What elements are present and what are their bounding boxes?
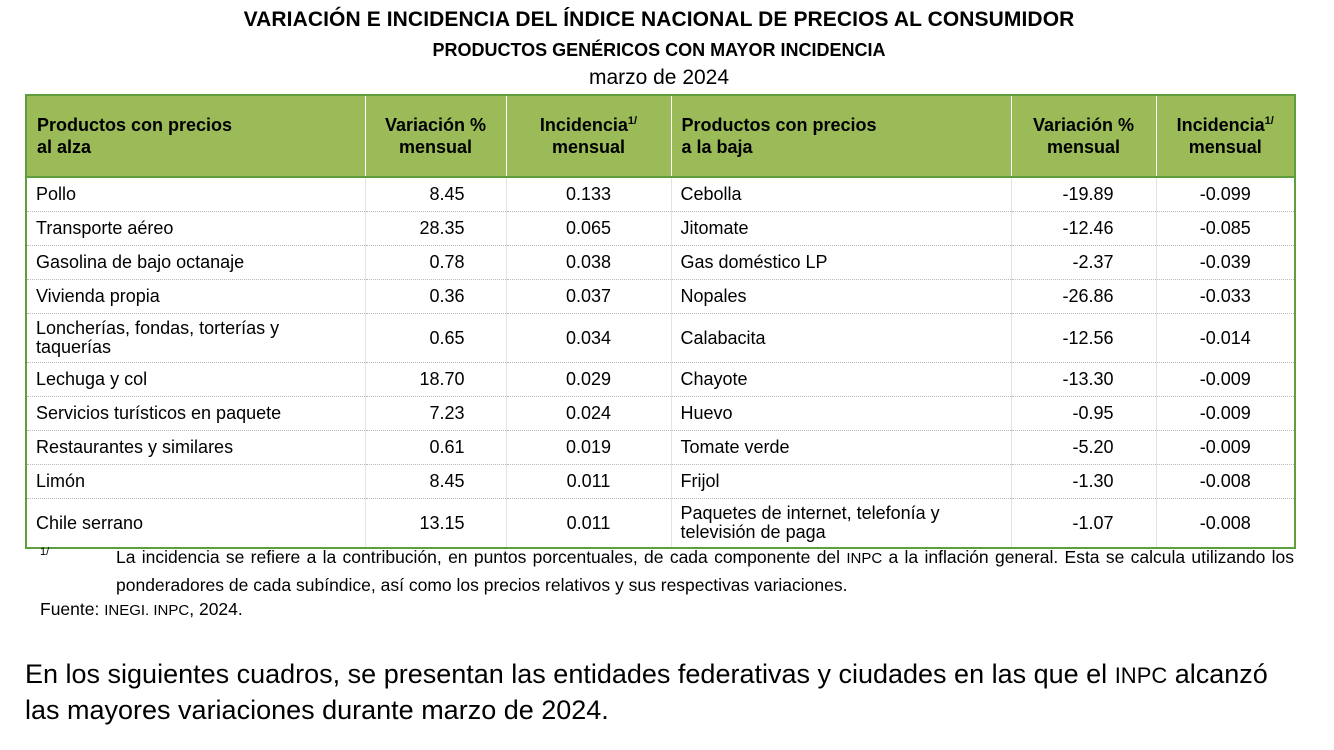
- down-variation-cell: -0.95: [1010, 396, 1156, 431]
- down-product-cell: Chayote: [670, 362, 1011, 397]
- table-row: Limón 8.45 0.011 Frijol -1.30 -0.008: [26, 464, 1295, 499]
- down-variation-cell: -12.56: [1010, 313, 1156, 363]
- up-variation-cell: 18.70: [364, 362, 506, 397]
- down-product-cell: Cebolla: [670, 177, 1011, 212]
- up-product-cell: Limón: [26, 464, 365, 499]
- table-row: Chile serrano 13.15 0.011 Paquetes de in…: [26, 498, 1295, 548]
- up-product-cell: Chile serrano: [36, 512, 144, 533]
- up-incidence-cell: 0.029: [505, 362, 671, 397]
- col-header-up-incidence: Incidencia1/mensual: [505, 95, 672, 178]
- up-incidence-cell: 0.011: [505, 464, 671, 499]
- up-variation-cell: 0.36: [364, 279, 506, 314]
- down-variation-cell: -1.30: [1010, 464, 1156, 499]
- up-product-cell: Pollo: [26, 177, 365, 212]
- up-variation-cell: 0.65: [364, 313, 506, 363]
- down-incidence-cell: -0.008: [1155, 464, 1295, 499]
- table-row: Loncherías, fondas, torterías y taquería…: [26, 313, 1295, 363]
- down-variation-cell: -1.07: [1010, 498, 1156, 548]
- up-incidence-cell: 0.034: [505, 313, 671, 363]
- report-subtitle: PRODUCTOS GENÉRICOS CON MAYOR INCIDENCIA: [432, 40, 886, 60]
- footnote-mark: 1/: [40, 546, 50, 558]
- col-header-down-variation: Variación % mensual: [1010, 95, 1157, 178]
- col-header-down-product: Productos con precios a la baja: [670, 95, 1012, 178]
- source-line: Fuente: INEGI. INPC, 2024.: [40, 599, 243, 619]
- down-incidence-cell: -0.014: [1155, 313, 1295, 363]
- up-incidence-cell: 0.019: [505, 430, 671, 465]
- down-incidence-cell: -0.009: [1155, 430, 1295, 465]
- down-variation-cell: -19.89: [1010, 177, 1156, 212]
- down-variation-cell: -26.86: [1010, 279, 1156, 314]
- up-variation-cell: 0.78: [364, 245, 506, 280]
- down-product-cell: Gas doméstico LP: [670, 245, 1011, 280]
- down-variation-cell: -13.30: [1010, 362, 1156, 397]
- table-row: Transporte aéreo 28.35 0.065 Jitomate -1…: [26, 211, 1295, 246]
- incidence-table: Productos con precios al alza Variación %…: [25, 94, 1296, 549]
- down-variation-cell: -12.46: [1010, 211, 1156, 246]
- down-incidence-cell: -0.099: [1155, 177, 1295, 212]
- table-row: Pollo 8.45 0.133 Cebolla -19.89 -0.099: [26, 177, 1295, 212]
- report-period: marzo de 2024: [588, 66, 730, 89]
- up-incidence-cell: 0.065: [505, 211, 671, 246]
- up-product-cell: Loncherías, fondas, torterías y taquería…: [26, 313, 365, 363]
- up-incidence-cell: 0.024: [505, 396, 671, 431]
- up-incidence-cell: 0.038: [505, 245, 671, 280]
- up-product-cell: Servicios turísticos en paquete: [26, 396, 365, 431]
- up-product-cell: Restaurantes y similares: [26, 430, 365, 465]
- down-product-cell: Calabacita: [670, 313, 1011, 363]
- body-paragraph: En los siguientes cuadros, se presentan …: [25, 659, 1268, 725]
- up-product-cell: Lechuga y col: [26, 362, 365, 397]
- up-product-cell: Vivienda propia: [26, 279, 365, 314]
- down-product-cell: Nopales: [670, 279, 1011, 314]
- up-variation-cell: 0.61: [364, 430, 506, 465]
- up-variation-cell: 13.15: [364, 498, 506, 548]
- table-header: Productos con precios al alza Variación %…: [26, 95, 1295, 178]
- up-variation-cell: 7.23: [364, 396, 506, 431]
- table-row: Vivienda propia 0.36 0.037 Nopales -26.8…: [26, 279, 1295, 314]
- footnote-text: La incidencia se refiere a la contribuci…: [116, 547, 1295, 595]
- down-product-cell: Huevo: [670, 396, 1011, 431]
- down-product-cell: Frijol: [670, 464, 1011, 499]
- down-incidence-cell: -0.085: [1155, 211, 1295, 246]
- up-incidence-cell: 0.133: [505, 177, 671, 212]
- down-variation-cell: -5.20: [1010, 430, 1156, 465]
- down-incidence-cell: -0.009: [1155, 362, 1295, 397]
- table-row: Servicios turísticos en paquete 7.23 0.0…: [26, 396, 1295, 431]
- up-product-cell: Gasolina de bajo octanaje: [26, 245, 365, 280]
- down-incidence-cell: -0.008: [1155, 498, 1295, 548]
- down-incidence-cell: -0.033: [1155, 279, 1295, 314]
- col-header-up-product: Productos con precios al alza: [26, 95, 366, 178]
- report-title: VARIACIÓN E INCIDENCIA DEL ÍNDICE NACION…: [243, 8, 1075, 31]
- up-incidence-cell: 0.011: [505, 498, 671, 548]
- down-product-cell: Tomate verde: [670, 430, 1011, 465]
- up-product-cell: Transporte aéreo: [26, 211, 365, 246]
- up-variation-cell: 8.45: [364, 177, 506, 212]
- up-incidence-cell: 0.037: [505, 279, 671, 314]
- up-variation-cell: 8.45: [364, 464, 506, 499]
- down-incidence-cell: -0.009: [1155, 396, 1295, 431]
- up-variation-cell: 28.35: [364, 211, 506, 246]
- down-product-cell: Jitomate: [670, 211, 1011, 246]
- footnote: 1/ La incidencia se refiere a la contrib…: [40, 544, 1294, 598]
- down-product-cell: Paquetes de internet, telefonía y televi…: [670, 498, 1011, 548]
- col-header-up-variation: Variación % mensual: [364, 95, 507, 178]
- table-row: Gasolina de bajo octanaje 0.78 0.038 Gas…: [26, 245, 1295, 280]
- down-variation-cell: -2.37: [1010, 245, 1156, 280]
- col-header-down-incidence: Incidencia1/mensual: [1155, 95, 1295, 178]
- table-row: Restaurantes y similares 0.61 0.019 Toma…: [26, 430, 1295, 465]
- down-incidence-cell: -0.039: [1155, 245, 1295, 280]
- table-row: Lechuga y col 18.70 0.029 Chayote -13.30…: [26, 362, 1295, 397]
